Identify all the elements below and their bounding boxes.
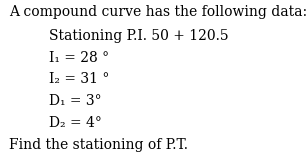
Text: Find the stationing of P.T.: Find the stationing of P.T.	[9, 138, 188, 152]
Text: A compound curve has the following data:: A compound curve has the following data:	[9, 5, 307, 19]
Text: D₂ = 4°: D₂ = 4°	[49, 116, 102, 130]
Text: Stationing P.I. 50 + 120.5: Stationing P.I. 50 + 120.5	[49, 29, 229, 43]
Text: I₁ = 28 °: I₁ = 28 °	[49, 51, 109, 65]
Text: I₂ = 31 °: I₂ = 31 °	[49, 72, 110, 87]
Text: D₁ = 3°: D₁ = 3°	[49, 94, 102, 108]
